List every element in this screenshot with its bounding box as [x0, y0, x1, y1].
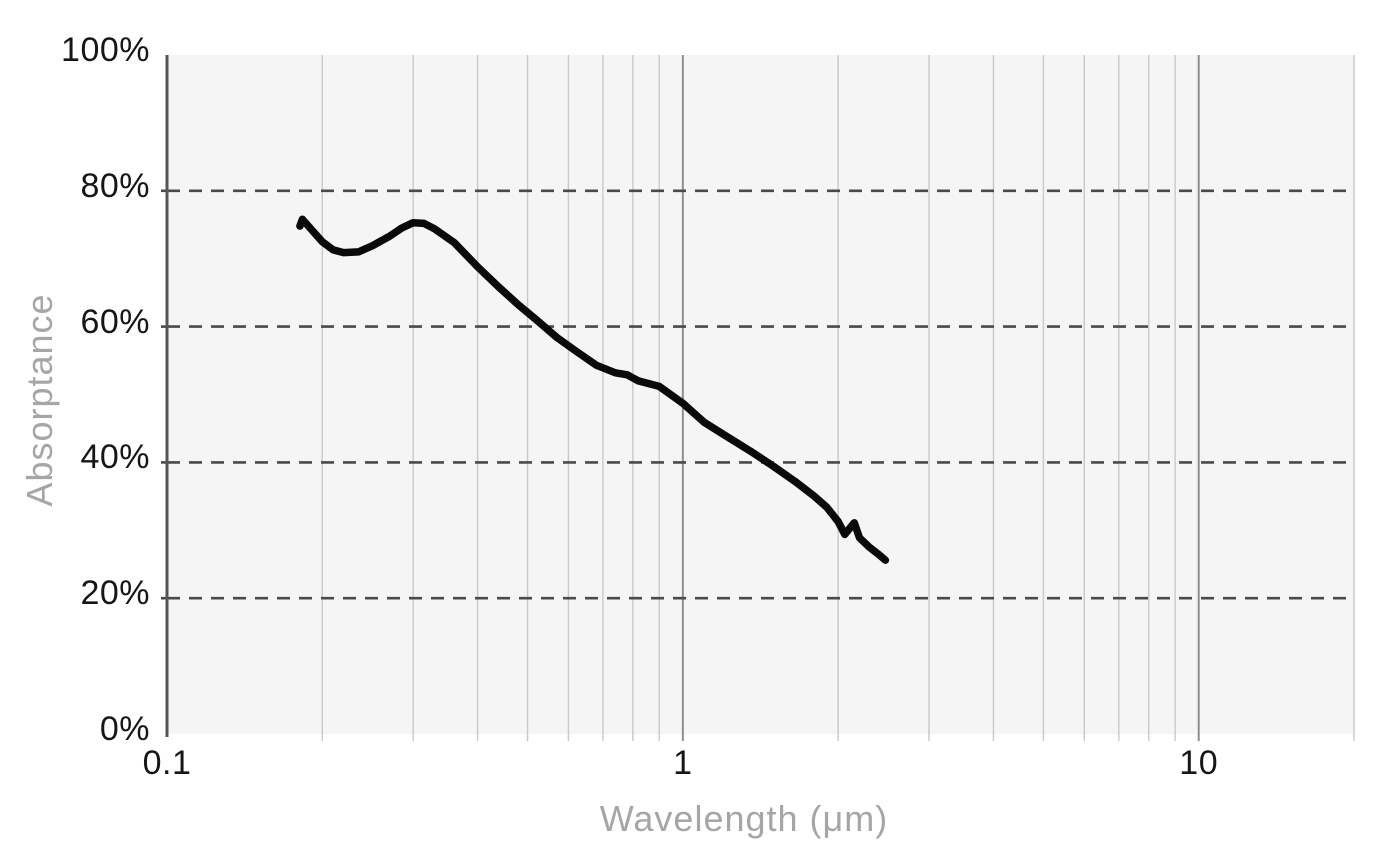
absorptance-curve — [296, 215, 890, 564]
y-tick-label: 40% — [80, 438, 150, 477]
y-tick-label: 60% — [80, 302, 150, 341]
major-vertical-gridlines — [681, 55, 1200, 741]
minor-vertical-gridlines — [321, 55, 1355, 741]
x-tick-label: 0.1 — [142, 744, 192, 782]
y-tick-label: 0% — [99, 710, 150, 748]
x-tick-label: 10 — [1179, 744, 1219, 782]
y-tick-label: 20% — [80, 574, 150, 613]
y-axis-title: Absorptance — [19, 293, 60, 507]
plot-area-background — [167, 55, 1354, 734]
x-tick-label: 1 — [673, 744, 693, 782]
y-tick-label: 100% — [61, 31, 150, 69]
x-axis-title: Wavelength (μm) — [599, 798, 889, 839]
y-tick-label: 80% — [80, 166, 150, 205]
